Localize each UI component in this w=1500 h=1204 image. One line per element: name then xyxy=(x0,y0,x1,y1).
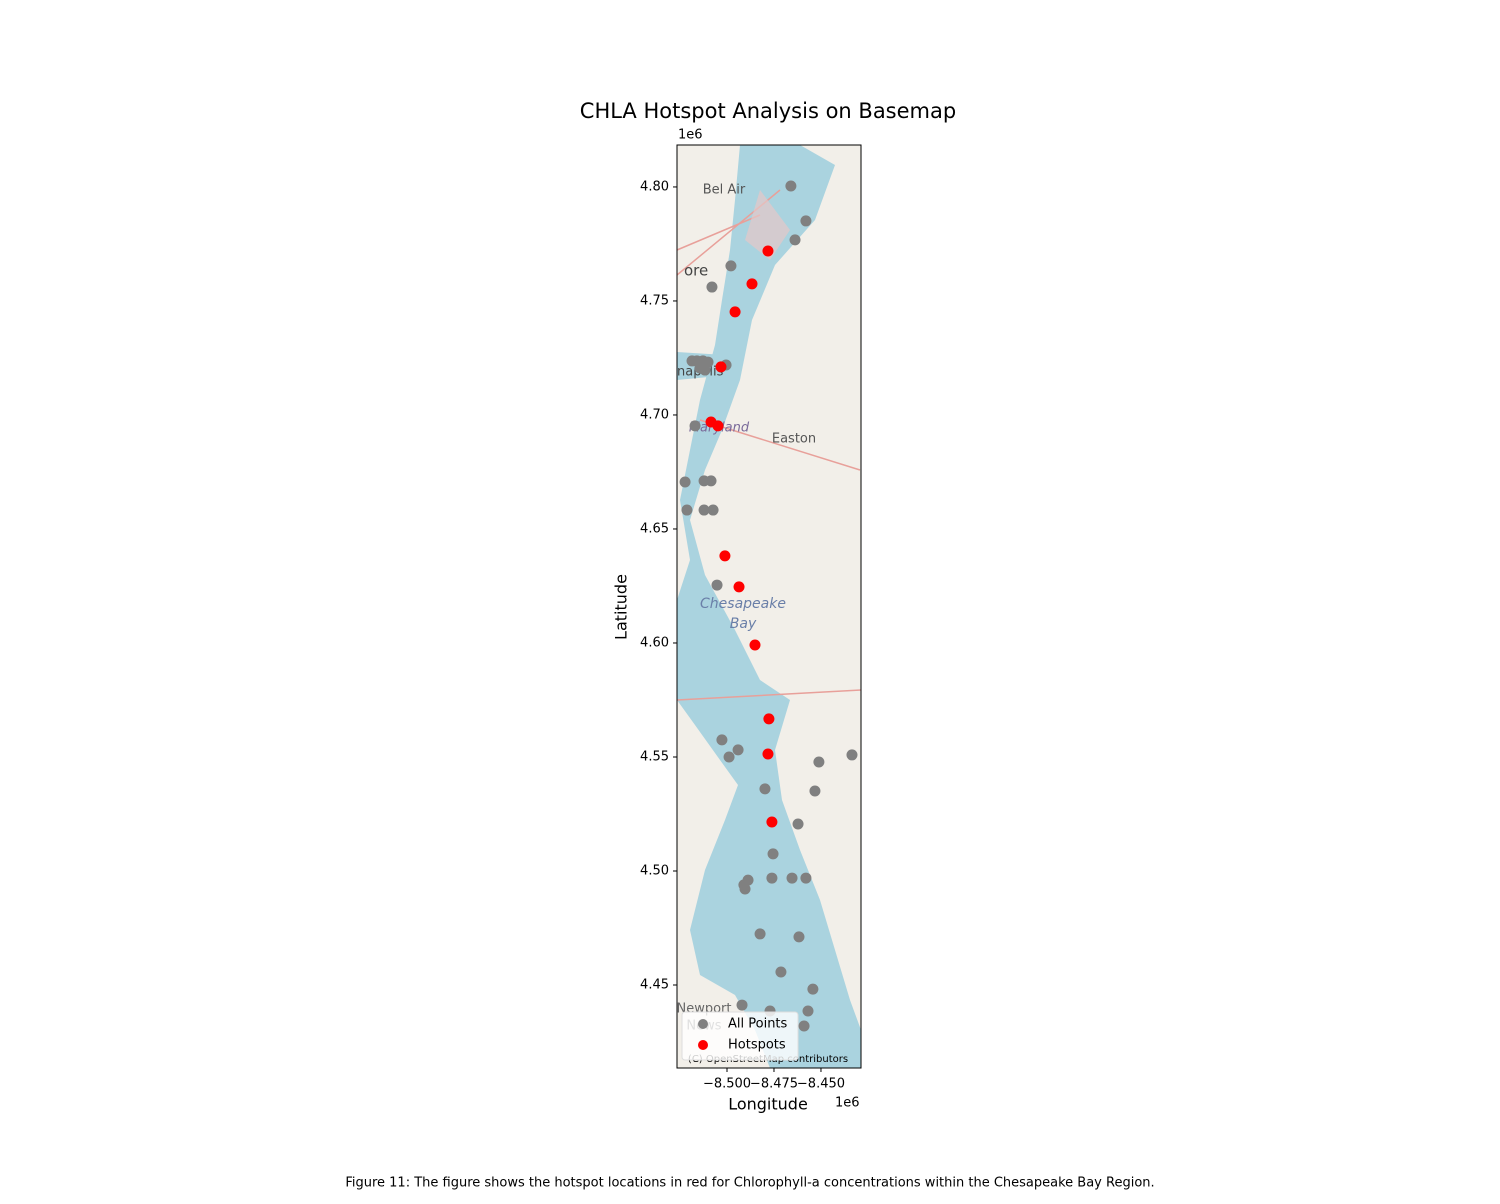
legend-box xyxy=(681,1011,799,1061)
legend-label: All Points xyxy=(728,1017,788,1032)
map-label: Easton xyxy=(772,432,816,447)
scatter-point xyxy=(792,818,804,830)
map-label: Bel Air xyxy=(703,183,746,198)
scatter-point xyxy=(813,756,825,768)
y-tick-label: 4.65 xyxy=(640,521,669,536)
scatter-point xyxy=(706,281,718,293)
scatter-point xyxy=(733,581,745,593)
plot-frame xyxy=(676,144,862,1069)
scatter-point xyxy=(711,579,723,591)
scatter-point xyxy=(716,734,728,746)
scatter-point xyxy=(689,420,701,432)
basemap xyxy=(677,145,861,1068)
map-label: Bay xyxy=(730,616,757,632)
legend-marker xyxy=(698,1019,708,1029)
x-tick-label: −8.475 xyxy=(750,1077,798,1092)
scatter-point xyxy=(736,999,748,1011)
scatter-point xyxy=(712,420,724,432)
scatter-point xyxy=(800,215,812,227)
scatter-point xyxy=(725,260,737,272)
scatter-point xyxy=(763,713,775,725)
scatter-point xyxy=(698,504,710,516)
scatter-point xyxy=(762,245,774,257)
scatter-point xyxy=(766,816,778,828)
scatter-point xyxy=(707,504,719,516)
map-label: Chesapeake xyxy=(700,596,786,612)
scatter-point xyxy=(785,180,797,192)
scatter-point xyxy=(766,872,778,884)
x-tick-label: −8.500 xyxy=(703,1077,751,1092)
scatter-point xyxy=(705,475,717,487)
scatter-point xyxy=(759,783,771,795)
scatter-point xyxy=(793,931,805,943)
scatter-point xyxy=(789,234,801,246)
chart-title: CHLA Hotspot Analysis on Basemap xyxy=(580,99,956,123)
scatter-point xyxy=(715,361,727,373)
scatter-point xyxy=(767,848,779,860)
y-offset-label: 1e6 xyxy=(678,128,703,143)
scatter-point xyxy=(809,785,821,797)
y-tick-label: 4.80 xyxy=(640,179,669,194)
x-offset-label: 1e6 xyxy=(835,1096,860,1111)
y-tick-label: 4.60 xyxy=(640,635,669,650)
y-tick-label: 4.55 xyxy=(640,749,669,764)
y-tick-label: 4.45 xyxy=(640,978,669,993)
scatter-point xyxy=(723,751,735,763)
caption: Figure 11: The figure shows the hotspot … xyxy=(345,1176,1154,1191)
scatter-point xyxy=(775,966,787,978)
scatter-point xyxy=(754,928,766,940)
scatter-point xyxy=(749,639,761,651)
scatter-point xyxy=(719,550,731,562)
scatter-point xyxy=(802,1005,814,1017)
scatter-point xyxy=(807,983,819,995)
scatter-point xyxy=(681,504,693,516)
y-tick-label: 4.75 xyxy=(640,293,669,308)
scatter-point xyxy=(746,278,758,290)
x-axis-label: Longitude xyxy=(728,1095,808,1114)
y-tick-label: 4.50 xyxy=(640,863,669,878)
scatter-point xyxy=(699,364,711,376)
scatter-point xyxy=(739,883,751,895)
plot-points xyxy=(679,180,858,1032)
scatter-point xyxy=(679,476,691,488)
legend-label: Hotspots xyxy=(728,1038,786,1053)
legend-marker xyxy=(698,1040,708,1050)
scatter-point xyxy=(732,744,744,756)
y-tick-label: 4.70 xyxy=(640,407,669,422)
x-tick-label: −8.450 xyxy=(797,1077,845,1092)
scatter-point xyxy=(762,748,774,760)
map-label: ore xyxy=(684,262,708,280)
scatter-point xyxy=(786,872,798,884)
scatter-point xyxy=(800,872,812,884)
scatter-point xyxy=(798,1020,810,1032)
scatter-point xyxy=(729,306,741,318)
y-axis-label: Latitude xyxy=(612,574,631,640)
scatter-point xyxy=(846,749,858,761)
